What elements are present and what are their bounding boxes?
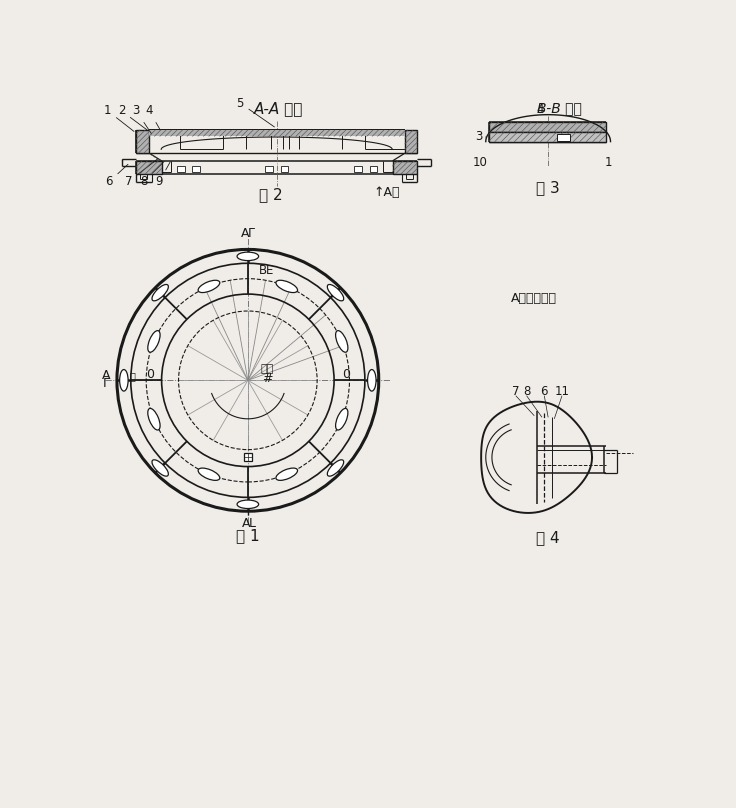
Text: A: A bbox=[102, 369, 110, 382]
Bar bbox=[136, 130, 149, 154]
Ellipse shape bbox=[276, 468, 297, 481]
Text: 0: 0 bbox=[146, 368, 154, 381]
Text: 6: 6 bbox=[105, 164, 128, 188]
Text: 米: 米 bbox=[130, 371, 135, 381]
Text: 花纹: 花纹 bbox=[261, 364, 274, 374]
Ellipse shape bbox=[237, 252, 258, 261]
Ellipse shape bbox=[120, 369, 128, 391]
Ellipse shape bbox=[336, 330, 348, 352]
Text: 4: 4 bbox=[146, 104, 160, 130]
Bar bbox=[557, 134, 570, 141]
Ellipse shape bbox=[148, 330, 160, 352]
Text: 8: 8 bbox=[523, 385, 530, 398]
Text: 6: 6 bbox=[540, 385, 548, 398]
Ellipse shape bbox=[328, 284, 344, 301]
Bar bbox=[369, 166, 377, 171]
Text: L: L bbox=[249, 517, 256, 530]
Bar bbox=[192, 166, 200, 171]
Text: 图 3: 图 3 bbox=[537, 180, 560, 195]
Bar bbox=[405, 130, 417, 154]
Text: 1: 1 bbox=[604, 156, 612, 169]
Text: 3: 3 bbox=[475, 131, 483, 144]
Text: 3: 3 bbox=[132, 104, 152, 134]
Bar bbox=[392, 161, 417, 174]
Bar bbox=[244, 453, 252, 461]
Ellipse shape bbox=[198, 280, 220, 292]
Bar bbox=[354, 166, 362, 171]
Text: E: E bbox=[266, 264, 273, 277]
Ellipse shape bbox=[152, 284, 169, 301]
Text: 9: 9 bbox=[155, 162, 170, 188]
Bar bbox=[177, 166, 185, 171]
Text: A: A bbox=[241, 227, 249, 240]
Text: A-A 剪面: A-A 剪面 bbox=[254, 101, 303, 116]
Bar bbox=[265, 166, 273, 171]
Bar bbox=[136, 161, 162, 174]
Text: A: A bbox=[242, 517, 250, 530]
Text: #: # bbox=[262, 372, 272, 385]
Ellipse shape bbox=[276, 280, 297, 292]
Text: 2: 2 bbox=[118, 104, 147, 130]
Text: 10: 10 bbox=[473, 156, 488, 169]
Ellipse shape bbox=[336, 408, 348, 430]
Bar bbox=[489, 133, 606, 141]
Ellipse shape bbox=[152, 460, 169, 476]
Text: 0: 0 bbox=[342, 368, 350, 381]
Text: B-B 剪面: B-B 剪面 bbox=[537, 101, 582, 115]
Bar bbox=[280, 166, 289, 171]
Ellipse shape bbox=[198, 468, 220, 481]
Ellipse shape bbox=[237, 500, 258, 508]
Text: 7: 7 bbox=[512, 385, 520, 398]
Text: B: B bbox=[259, 264, 267, 277]
Text: 8: 8 bbox=[140, 162, 164, 188]
Text: 图 1: 图 1 bbox=[236, 528, 260, 543]
Text: 1: 1 bbox=[104, 104, 134, 132]
Bar bbox=[489, 122, 606, 133]
Text: ↑A向: ↑A向 bbox=[373, 186, 400, 199]
Text: Γ: Γ bbox=[102, 377, 110, 390]
Ellipse shape bbox=[148, 408, 160, 430]
Text: 7: 7 bbox=[124, 158, 158, 188]
Text: 4: 4 bbox=[537, 103, 548, 122]
Text: 图 4: 图 4 bbox=[537, 530, 560, 545]
Text: Γ: Γ bbox=[247, 227, 255, 240]
Text: A向局部视图: A向局部视图 bbox=[512, 292, 557, 305]
Ellipse shape bbox=[328, 460, 344, 476]
Text: 5: 5 bbox=[236, 97, 275, 127]
Bar bbox=[149, 130, 405, 137]
Text: 图 2: 图 2 bbox=[259, 187, 283, 202]
Ellipse shape bbox=[367, 369, 376, 391]
Text: 11: 11 bbox=[554, 385, 570, 398]
